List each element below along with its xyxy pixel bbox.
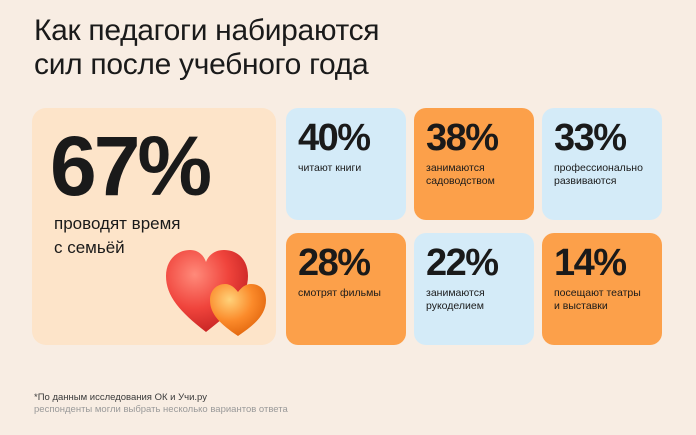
stat-label: посещают театры и выставки [554, 287, 641, 312]
stat-percent: 28% [298, 242, 371, 284]
footnote-note: респонденты могли выбрать несколько вари… [34, 404, 288, 415]
stat-percent: 14% [554, 242, 627, 284]
stat-card-gardening: 38% занимаются садоводством [414, 108, 534, 220]
stat-card-crafts: 22% занимаются рукоделием [414, 233, 534, 345]
footnote: *По данным исследования ОК и Учи.ру респ… [34, 392, 288, 416]
stat-label: профессионально развиваются [554, 162, 643, 187]
stat-percent: 22% [426, 242, 499, 284]
stat-label: занимаются садоводством [426, 162, 495, 187]
footnote-source: *По данным исследования ОК и Учи.ру [34, 392, 207, 403]
stat-card-professional: 33% профессионально развиваются [542, 108, 662, 220]
page-title: Как педагоги набираются сил после учебно… [34, 14, 380, 81]
main-stat-percent: 67% [50, 119, 212, 213]
main-stat-label: проводят время с семьёй [54, 214, 181, 257]
stat-card-books: 40% читают книги [286, 108, 406, 220]
stat-card-movies: 28% смотрят фильмы [286, 233, 406, 345]
hearts-icon [166, 250, 266, 336]
stat-label: читают книги [298, 162, 362, 174]
stat-label: смотрят фильмы [298, 287, 381, 299]
stat-percent: 38% [426, 117, 499, 159]
stat-percent: 33% [554, 117, 627, 159]
stat-label: занимаются рукоделием [426, 287, 485, 312]
stat-card-theaters: 14% посещают театры и выставки [542, 233, 662, 345]
stat-percent: 40% [298, 117, 371, 159]
main-stat-card: 67% проводят время с семьёй [32, 108, 276, 345]
